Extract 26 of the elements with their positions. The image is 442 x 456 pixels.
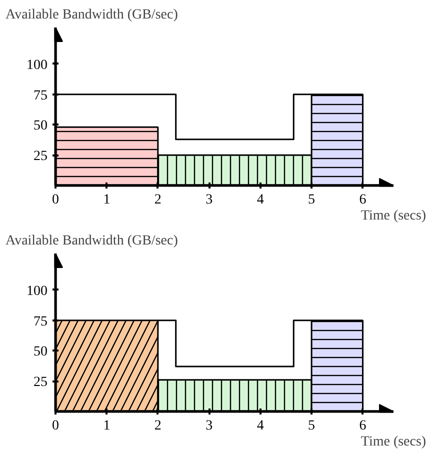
- y-axis-title: Available Bandwidth (GB/sec): [6, 8, 178, 22]
- y-tick-label: 100: [26, 284, 48, 299]
- y-tick-label: 25: [34, 375, 48, 390]
- x-tick-label: 5: [308, 192, 316, 208]
- y-tick-label: 75: [34, 88, 48, 104]
- x-tick-label: 0: [52, 192, 59, 208]
- x-axis-title: Time (secs): [360, 208, 426, 224]
- y-tick-label: 50: [34, 118, 48, 134]
- x-tick-label: 1: [103, 192, 110, 208]
- x-tick-label: 5: [308, 418, 316, 434]
- x-tick-label: 1: [103, 418, 110, 434]
- x-tick-label: 6: [359, 418, 366, 434]
- x-tick-label: 2: [154, 418, 162, 434]
- y-tick-label: 100: [26, 58, 48, 73]
- y-tick-label: 25: [34, 149, 48, 164]
- y-tick-label: 75: [34, 314, 48, 330]
- x-tick-label: 4: [256, 192, 264, 208]
- x-tick-label: 3: [206, 192, 213, 208]
- x-tick-label: 0: [52, 418, 59, 434]
- x-tick-label: 6: [359, 192, 366, 208]
- x-tick-label: 2: [154, 192, 162, 208]
- x-tick-label: 4: [256, 418, 264, 434]
- y-axis-title: Available Bandwidth (GB/sec): [6, 234, 178, 248]
- x-tick-label: 3: [206, 418, 213, 434]
- y-tick-label: 50: [34, 344, 48, 360]
- x-axis-title: Time (secs): [360, 434, 426, 450]
